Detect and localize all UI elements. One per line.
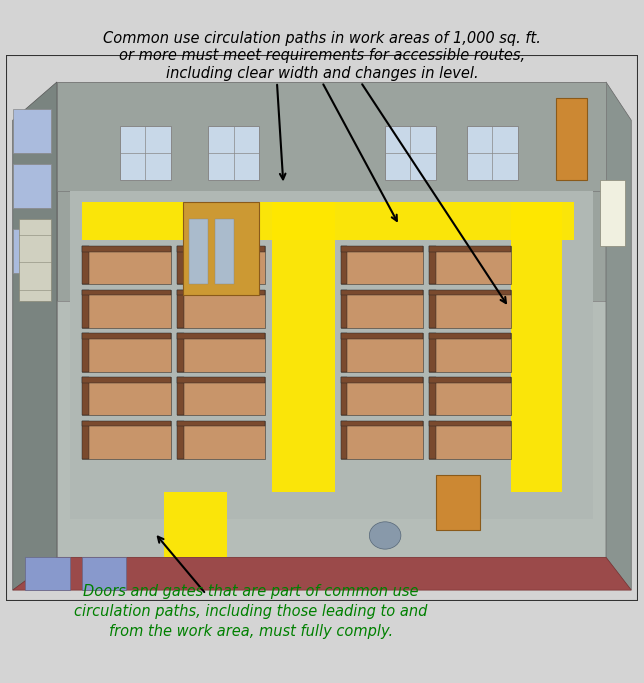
Bar — [177, 290, 184, 328]
Bar — [385, 126, 435, 180]
Bar — [82, 246, 171, 251]
Bar — [177, 333, 184, 372]
Polygon shape — [606, 82, 631, 590]
Polygon shape — [13, 82, 57, 590]
Bar — [430, 377, 511, 382]
Bar — [82, 421, 90, 459]
Bar — [430, 246, 511, 251]
Bar — [341, 246, 423, 284]
Bar — [430, 421, 511, 459]
Bar — [341, 421, 348, 459]
Polygon shape — [272, 202, 335, 492]
Bar — [177, 246, 265, 251]
Bar — [13, 109, 51, 153]
Bar — [82, 421, 171, 426]
Bar — [177, 377, 265, 382]
Bar — [82, 377, 90, 415]
Bar — [467, 126, 518, 180]
Bar — [82, 290, 171, 295]
Bar — [341, 290, 348, 328]
Bar — [82, 333, 90, 372]
Text: Doors and gates that are part of common use
circulation paths, including those l: Doors and gates that are part of common … — [75, 584, 428, 639]
Bar — [341, 421, 423, 426]
Bar — [341, 377, 423, 382]
Bar — [82, 421, 171, 459]
Bar — [430, 421, 511, 426]
Bar — [341, 246, 423, 251]
Bar — [341, 290, 423, 328]
Bar — [177, 377, 184, 415]
Bar — [177, 333, 265, 339]
Bar — [341, 333, 348, 372]
Bar — [430, 377, 436, 415]
Bar — [430, 333, 511, 372]
Bar — [25, 557, 70, 590]
Text: Common use circulation paths in work areas of 1,000 sq. ft.
or more must meet re: Common use circulation paths in work are… — [103, 31, 541, 81]
Bar — [82, 333, 171, 372]
Bar — [189, 219, 209, 284]
Bar — [430, 290, 511, 328]
Bar — [82, 333, 171, 339]
Bar — [435, 475, 480, 530]
Bar — [430, 290, 511, 295]
Bar — [13, 229, 51, 273]
Polygon shape — [57, 82, 606, 191]
Bar — [177, 246, 265, 284]
Bar — [209, 126, 259, 180]
Bar — [341, 377, 348, 415]
Bar — [120, 126, 171, 180]
Bar — [19, 219, 51, 301]
Bar — [430, 421, 436, 459]
Bar — [214, 219, 234, 284]
Polygon shape — [70, 191, 593, 519]
Polygon shape — [82, 202, 574, 240]
Bar — [82, 246, 171, 284]
Bar — [430, 377, 511, 415]
Bar — [82, 377, 171, 382]
Bar — [430, 333, 511, 339]
Bar — [177, 333, 265, 372]
Polygon shape — [57, 82, 606, 301]
Bar — [177, 421, 265, 459]
Circle shape — [369, 522, 401, 549]
Bar — [177, 290, 265, 295]
Bar — [177, 290, 265, 328]
Bar — [177, 421, 184, 459]
Bar — [430, 290, 436, 328]
Bar — [82, 290, 171, 328]
Bar — [82, 246, 90, 284]
Bar — [13, 164, 51, 208]
Bar — [341, 333, 423, 372]
Bar — [341, 290, 423, 295]
Bar — [82, 377, 171, 415]
Bar — [341, 246, 348, 284]
Bar — [430, 333, 436, 372]
Bar — [341, 421, 423, 459]
Bar — [556, 98, 587, 180]
Bar — [341, 333, 423, 339]
Bar — [82, 557, 126, 590]
Bar — [183, 202, 259, 295]
Bar — [341, 377, 423, 415]
Bar — [82, 290, 90, 328]
Bar — [177, 377, 265, 415]
Bar — [177, 421, 265, 426]
Polygon shape — [511, 202, 562, 492]
Bar — [430, 246, 511, 284]
Polygon shape — [57, 301, 606, 557]
Bar — [600, 180, 625, 246]
Polygon shape — [164, 492, 227, 557]
Bar — [177, 246, 184, 284]
Polygon shape — [13, 557, 631, 590]
Bar — [430, 246, 436, 284]
